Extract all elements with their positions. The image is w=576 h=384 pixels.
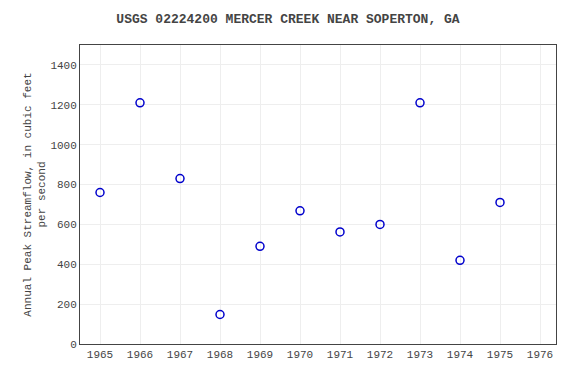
svg-text:1976: 1976 [527, 349, 553, 361]
svg-text:1400: 1400 [50, 60, 76, 72]
svg-text:200: 200 [57, 299, 77, 311]
svg-text:1975: 1975 [487, 349, 513, 361]
svg-text:600: 600 [57, 219, 77, 231]
svg-text:USGS 02224200 MERCER CREEK NEA: USGS 02224200 MERCER CREEK NEAR SOPERTON… [116, 12, 459, 27]
svg-text:400: 400 [57, 259, 77, 271]
svg-text:1200: 1200 [50, 100, 76, 112]
svg-text:Annual Peak Streamflow, in cub: Annual Peak Streamflow, in cubic feetper… [22, 72, 48, 316]
svg-text:1966: 1966 [127, 349, 153, 361]
svg-text:1000: 1000 [50, 140, 76, 152]
svg-text:1970: 1970 [287, 349, 313, 361]
svg-text:1971: 1971 [327, 349, 354, 361]
svg-text:1965: 1965 [87, 349, 113, 361]
svg-text:1974: 1974 [447, 349, 474, 361]
svg-text:1967: 1967 [167, 349, 193, 361]
svg-text:1972: 1972 [367, 349, 393, 361]
svg-text:1969: 1969 [247, 349, 273, 361]
svg-text:1968: 1968 [207, 349, 233, 361]
svg-text:800: 800 [57, 179, 77, 191]
svg-text:0: 0 [70, 339, 77, 351]
svg-text:1973: 1973 [407, 349, 433, 361]
